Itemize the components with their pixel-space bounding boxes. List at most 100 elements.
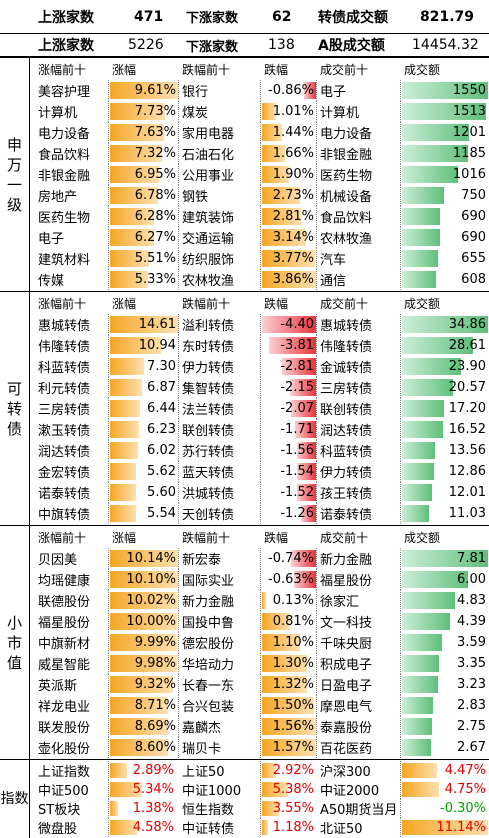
column-divider [260,440,261,461]
stock-name: 医药生物 [38,211,91,226]
loss-value: 1.30% [272,656,314,671]
index-name: 上证50 [182,765,225,780]
stock-name: 惠城转债 [320,319,373,334]
section-label-char: 申 [6,135,22,154]
volume-value: 1201 [452,125,486,140]
stock-name: 农林牧渔 [320,232,373,247]
sm-section-label: 小市值 [0,526,30,759]
section-label-char: 转 [6,399,22,418]
column-divider [178,335,179,356]
volume-value: 14454.32 [412,37,479,53]
column-divider [178,482,179,503]
volume-bar [402,550,488,567]
stock-name: 福星股份 [320,574,373,589]
volume-value: 13.56 [448,443,486,458]
column-divider [400,761,401,780]
column-divider [260,248,261,269]
volume-bar [402,697,434,714]
stock-name: 法兰转债 [182,403,235,418]
table-row: 金宏转债 蓝天转债 伊力转债 5.62 -1.54 12.86 [30,461,489,482]
index-name: 中证2000 [320,784,380,799]
column-divider [178,143,179,164]
cb-section: 可转债涨幅前十 涨幅 跌幅前十 跌幅 成交前十 成交额 惠城转债 溢利转债 惠城转债 14.61-… [0,292,489,525]
column-header: 涨幅 [112,297,137,311]
column-header: 涨幅 [112,63,137,77]
gain-bar [110,442,139,459]
stock-name: 国投中鲁 [182,616,235,631]
column-divider [108,164,109,185]
index-change: 1.18% [272,820,314,835]
column-divider [400,101,401,122]
stock-name: 祥龙电业 [38,700,91,715]
stock-name: 威星智能 [38,658,91,673]
column-divider [316,377,317,398]
column-divider [260,356,261,377]
loss-bar [262,613,290,630]
volume-bar [402,739,432,756]
stock-name: 天创转债 [182,508,235,523]
gain-value: 5.54 [147,506,176,521]
volume-value: 3.59 [457,635,486,650]
index-change: 2.89% [132,763,174,778]
gain-bar [110,379,142,396]
volume-bar [402,442,436,459]
stock-name: 润达转债 [320,424,373,439]
column-header: 成交前十 [320,297,369,311]
stock-name: 三房转债 [320,382,373,397]
up-count-label: 上涨家数 [38,38,94,54]
column-divider [316,482,317,503]
volume-bar [402,337,473,354]
column-divider [316,101,317,122]
gain-bar [110,718,169,735]
stock-name: 科蓝转债 [38,361,91,376]
column-divider [108,419,109,440]
stock-name: 联发股份 [38,721,91,736]
column-divider [108,335,109,356]
stock-name: 交通运输 [182,232,235,247]
gain-value: 8.71% [134,698,176,713]
index-row: 中证500 5.34% 中证1000 5.38% 中证2000 4.75% [30,780,489,799]
column-divider [178,398,179,419]
column-divider [108,440,109,461]
stock-name: 传媒 [38,274,65,289]
table-row: 英派斯 长春一东 日盈电子 9.32% 1.32% 3.23 [30,674,489,695]
column-divider [260,761,261,780]
loss-value: -0.74% [268,551,314,566]
column-divider [260,185,261,206]
column-divider [108,780,109,799]
loss-value: 3.86% [272,272,314,287]
gain-value: 8.69% [134,719,176,734]
volume-bar [402,103,486,120]
gain-bar [110,463,137,480]
column-divider [108,248,109,269]
loss-bar [262,676,308,693]
column-divider [400,653,401,674]
stock-name: 机械设备 [320,190,373,205]
stock-name: 均瑶健康 [38,574,91,589]
volume-value: 23.90 [448,359,486,374]
volume-value: 1185 [452,146,486,161]
stock-name: 农林牧渔 [182,274,235,289]
column-divider [400,122,401,143]
loss-bar [294,571,316,588]
column-divider [400,227,401,248]
section-label-char: 值 [6,653,22,672]
column-divider [108,799,109,818]
table-row: 福星股份 国投中鲁 文一科技 10.00% 0.81% 4.39 [30,611,489,632]
loss-value: 0.81% [272,614,314,629]
column-divider [260,569,261,590]
loss-bar [262,592,267,609]
column-divider [400,440,401,461]
gain-value: 5.51% [134,251,176,266]
column-divider [400,611,401,632]
volume-bar [402,208,441,225]
volume-bar [402,229,441,246]
loss-bar [262,124,283,141]
loss-value: 2.73% [272,188,314,203]
column-header: 成交额 [404,63,441,77]
sw-section: 申万一级涨幅前十 涨幅 跌幅前十 跌幅 成交前十 成交额 美容护理 银行 电子 9.61% -0.8… [0,58,489,291]
loss-value: 1.01% [272,104,314,119]
loss-bar [290,550,316,567]
column-divider [260,164,261,185]
column-divider [178,461,179,482]
